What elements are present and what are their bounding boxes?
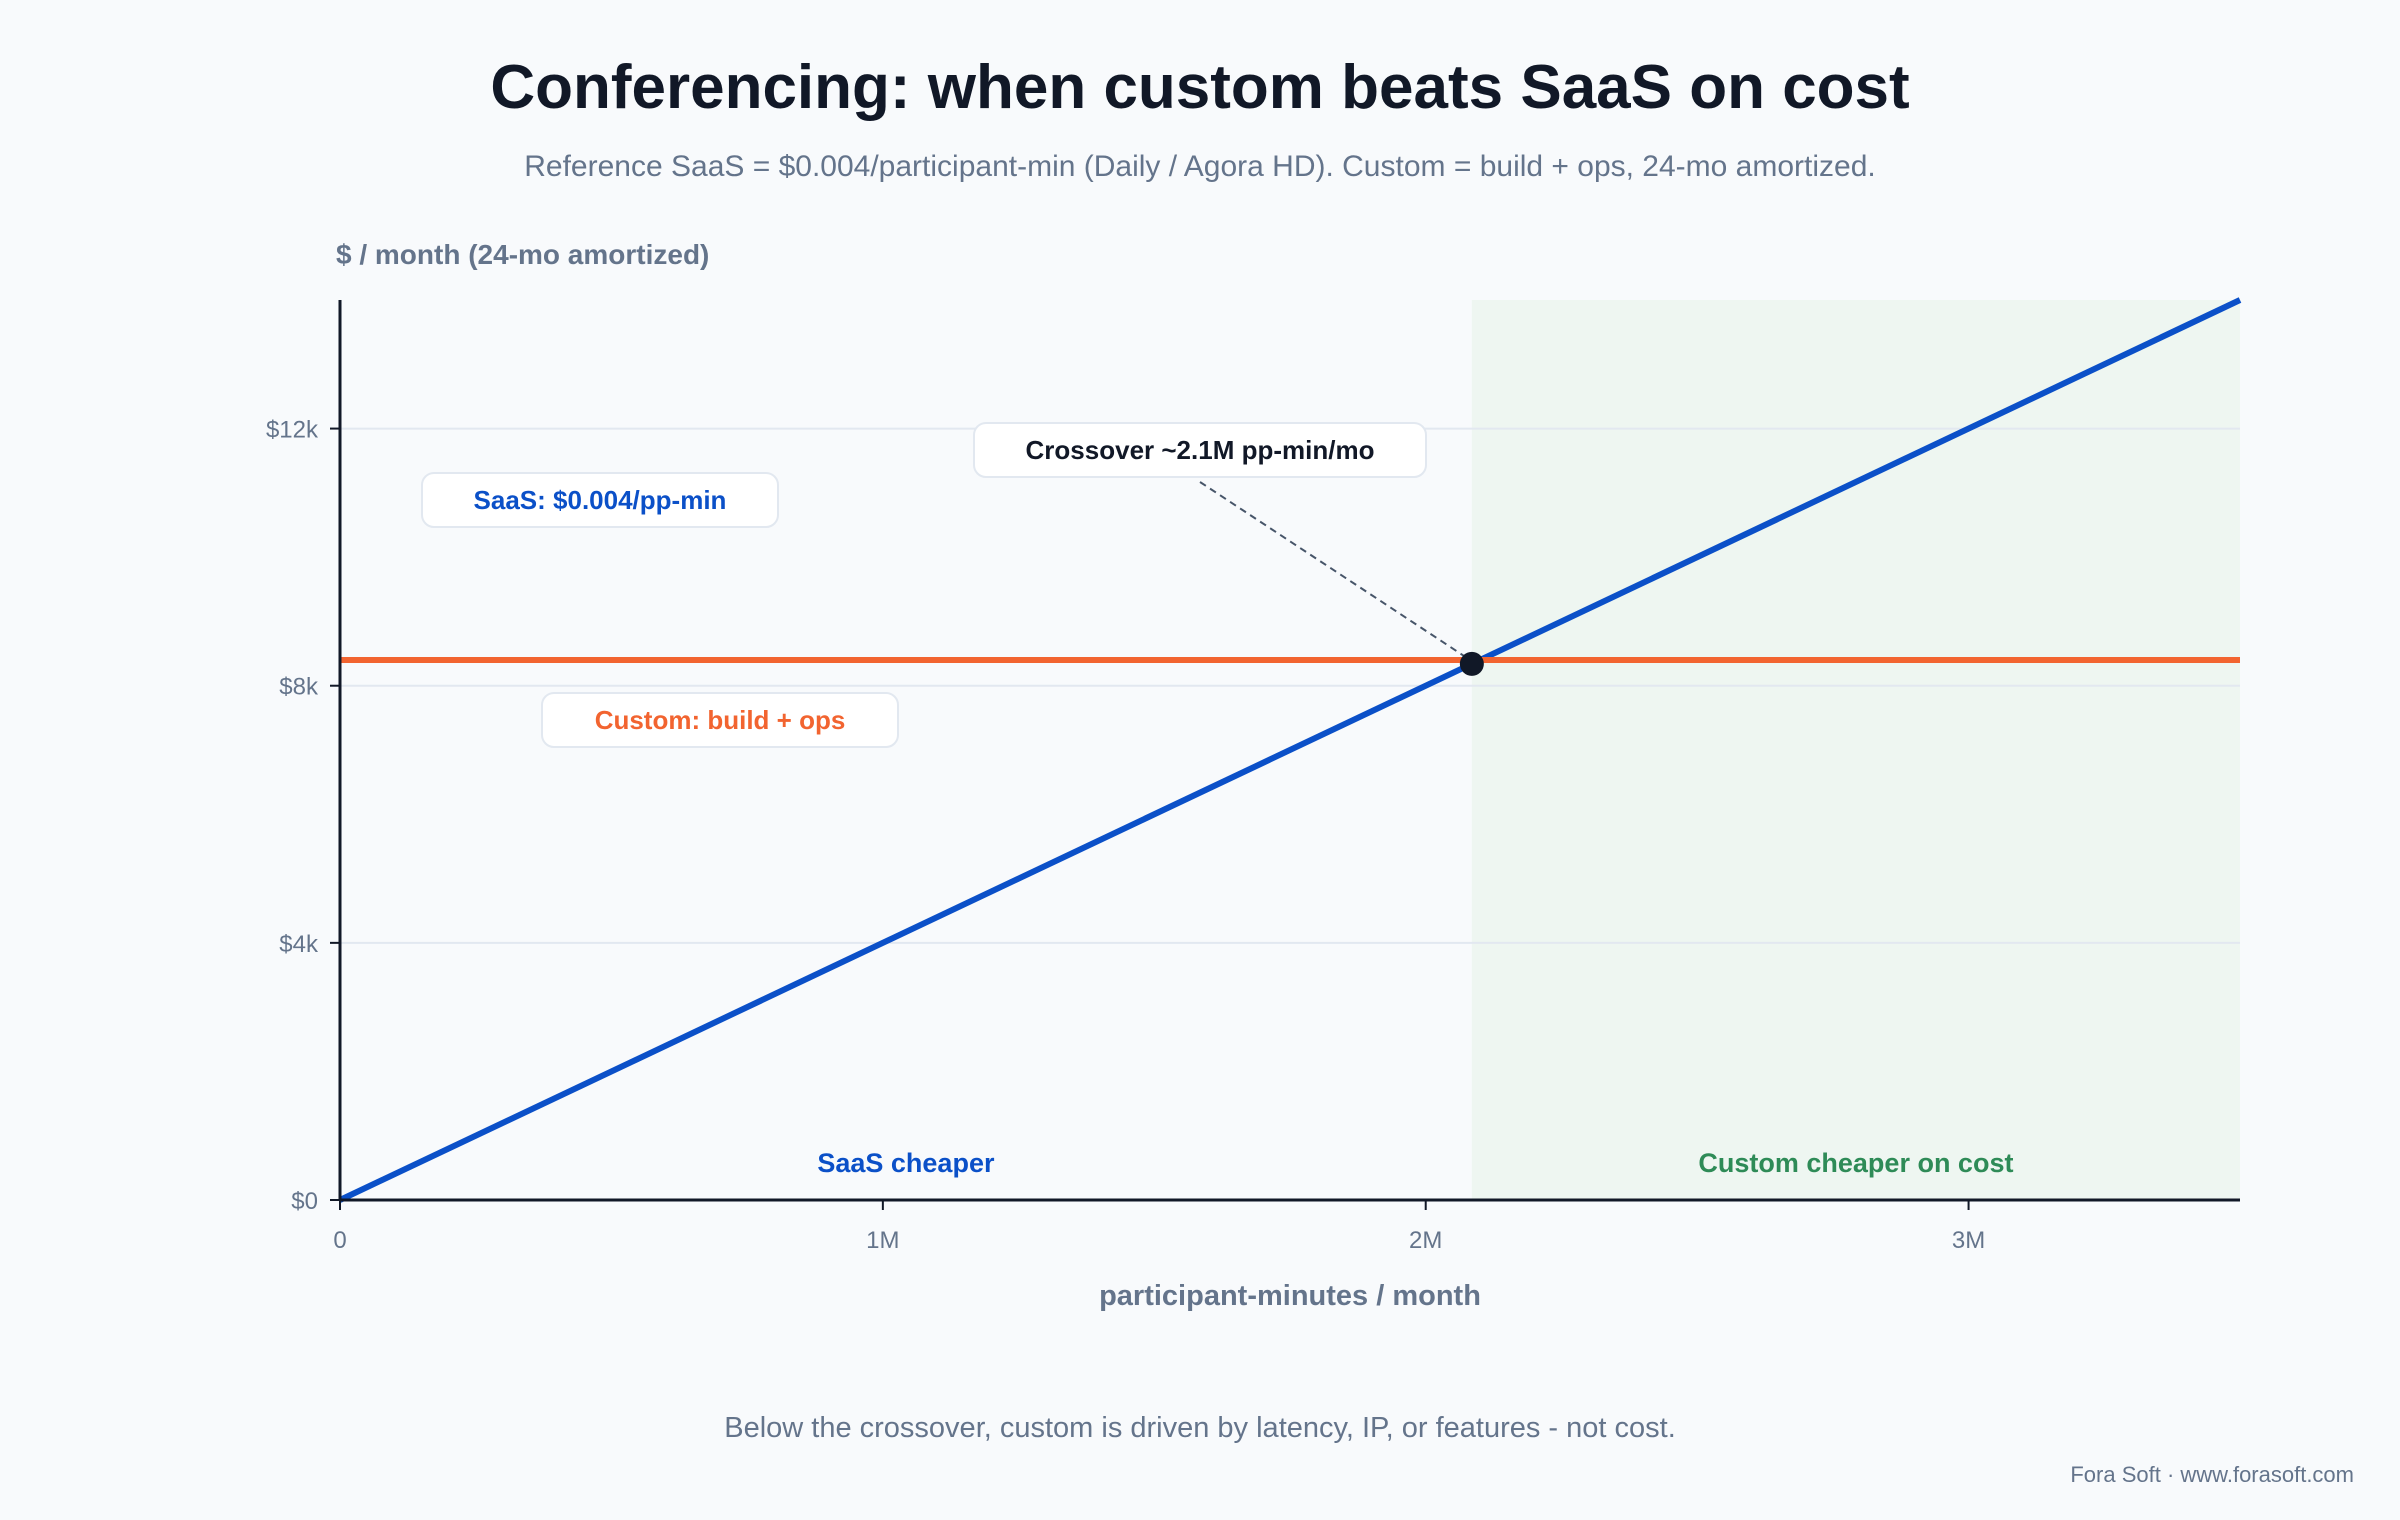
- series-label-1-text: Custom: build + ops: [595, 705, 846, 735]
- crossover-point: [1459, 651, 1484, 676]
- x-tick-label-0: 0: [333, 1227, 346, 1254]
- credit: Fora Soft · www.forasoft.com: [2070, 1462, 2354, 1487]
- region-label-1: Custom cheaper on cost: [1698, 1148, 2013, 1178]
- series-label-1: Custom: build + ops: [541, 692, 899, 748]
- chart-title: Conferencing: when custom beats SaaS on …: [490, 53, 1910, 122]
- footnote: Below the crossover, custom is driven by…: [724, 1412, 1676, 1444]
- x-axis-label: participant-minutes / month: [1099, 1280, 1481, 1312]
- region-shade-1: [1471, 300, 2240, 1200]
- series-label-1-box: [541, 692, 899, 748]
- series-line-0: [338, 297, 2242, 1203]
- y-tick-label-2: $8k: [279, 674, 319, 701]
- x-tick-label-3: 3M: [1952, 1227, 1985, 1254]
- series-label-0-text: SaaS: $0.004/pp-min: [474, 485, 727, 515]
- crossover-label-text: Crossover ~2.1M pp-min/mo: [1026, 435, 1375, 465]
- x-tick-label-2: 2M: [1409, 1227, 1442, 1254]
- x-tick-label-1: 1M: [866, 1227, 899, 1254]
- series-label-0-box: [421, 472, 779, 528]
- crossover-label-box: [973, 422, 1427, 478]
- series-label-0: SaaS: $0.004/pp-min: [421, 472, 779, 528]
- y-tick-label-1: $4k: [279, 931, 319, 958]
- y-tick-label-0: $0: [291, 1188, 318, 1215]
- y-axis-label: $ / month (24-mo amortized): [336, 239, 709, 270]
- region-label-0: SaaS cheaper: [817, 1148, 995, 1178]
- chart-subtitle: Reference SaaS = $0.004/participant-min …: [524, 150, 1876, 183]
- y-tick-label-3: $12k: [266, 417, 319, 444]
- crossover-leader: [1199, 481, 1465, 657]
- crossover-label: Crossover ~2.1M pp-min/mo: [973, 422, 1427, 478]
